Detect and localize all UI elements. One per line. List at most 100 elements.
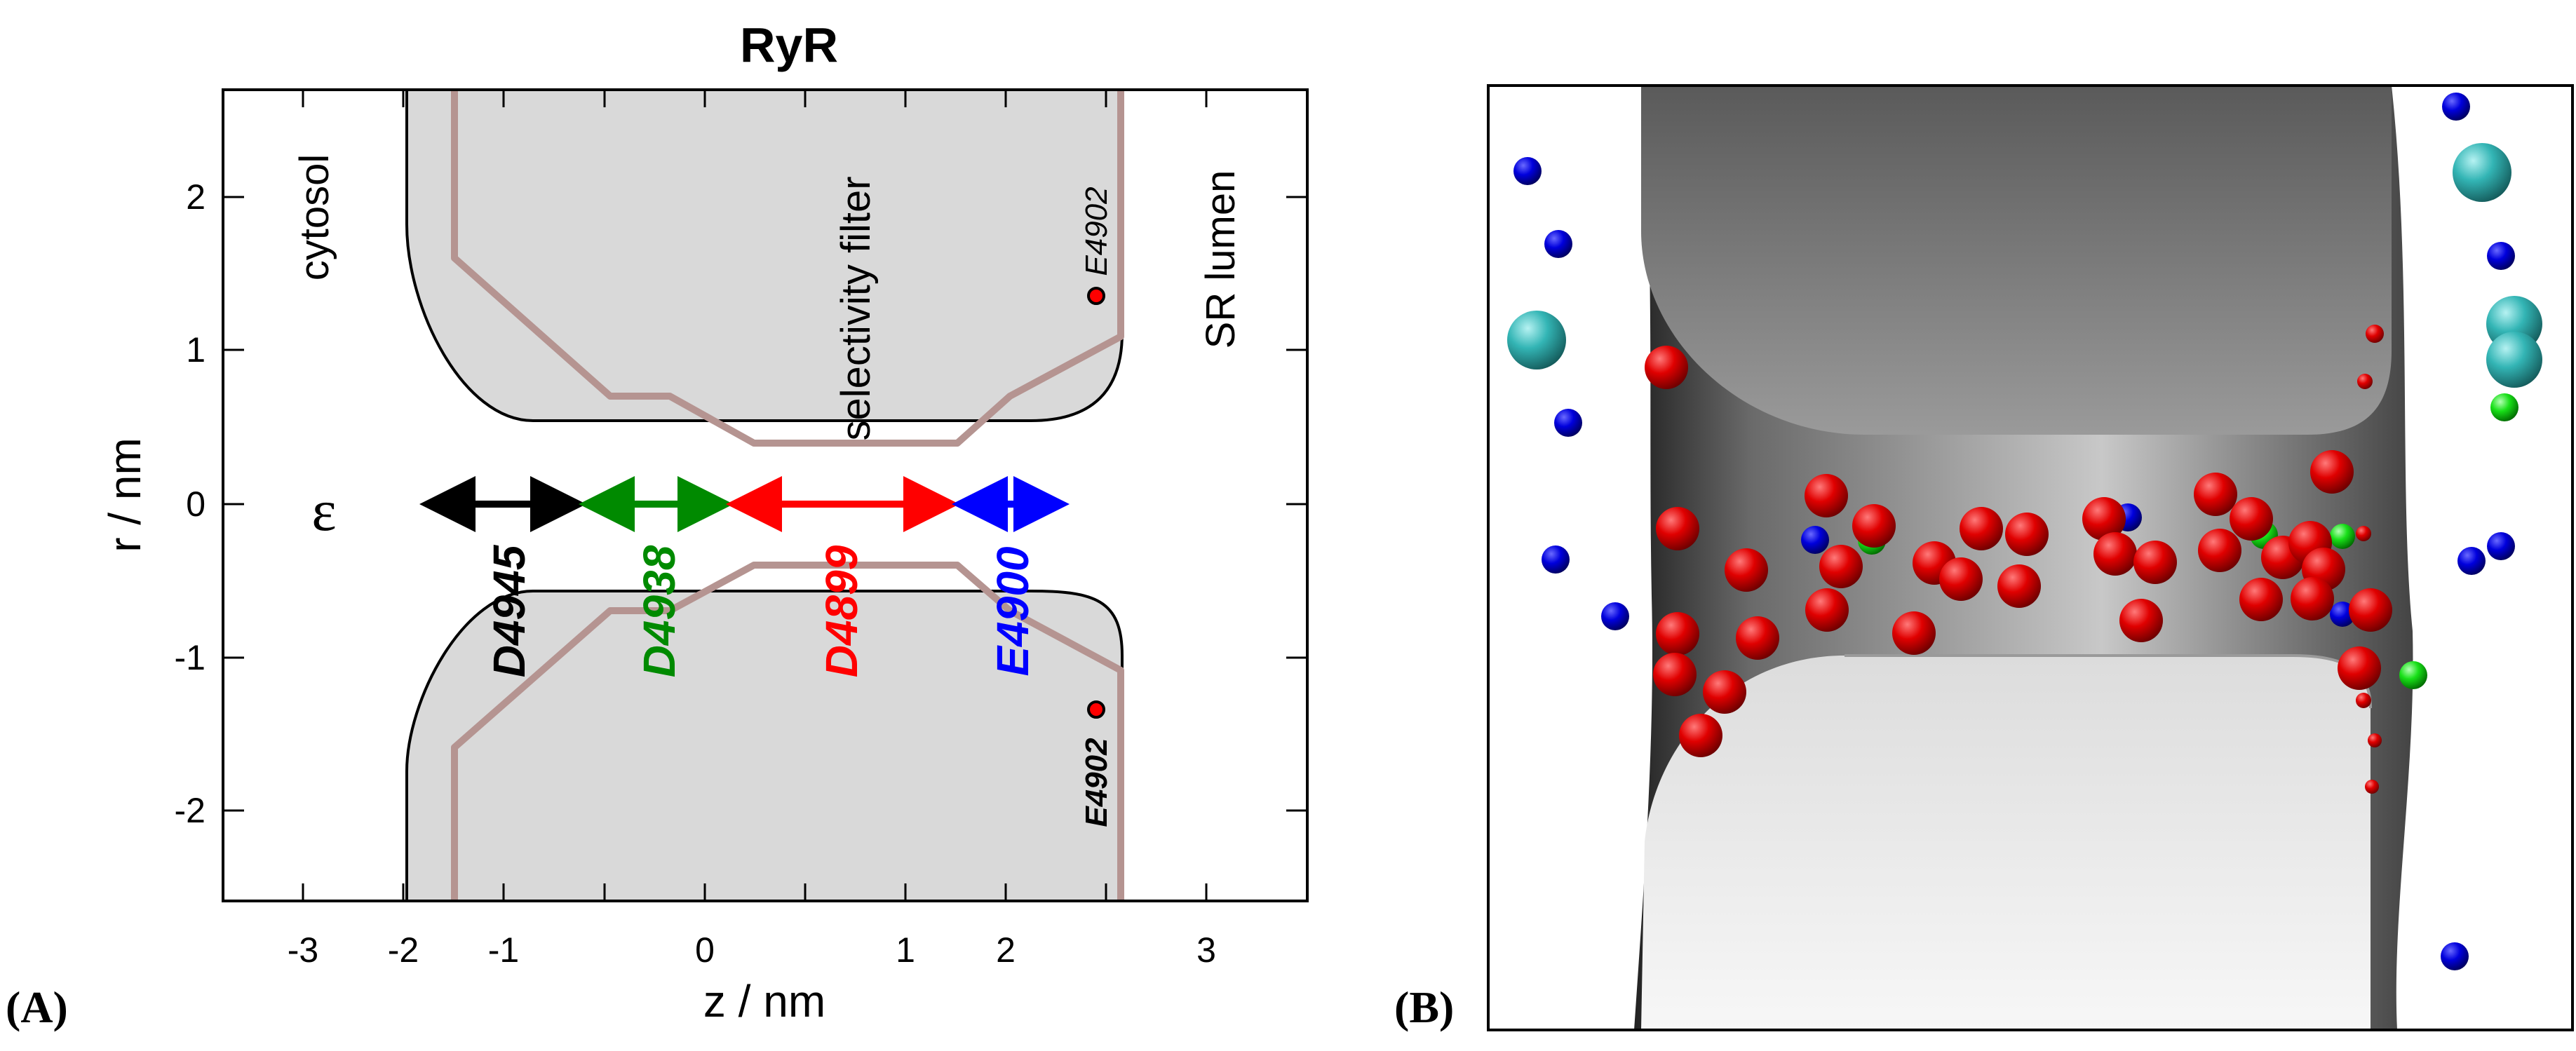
k-ion: [2330, 524, 2355, 549]
ca-ion: [1507, 311, 1566, 369]
cl-ion: [2441, 942, 2469, 970]
x-tick-label: 2: [996, 930, 1016, 970]
cl-ion: [2442, 93, 2470, 121]
y-tick-label: 0: [186, 484, 205, 524]
k-ion: [2490, 393, 2518, 421]
lower-protein-region: [405, 590, 1124, 901]
residue-label-d4899: D4899: [816, 545, 867, 677]
na-ion: [1679, 714, 1722, 757]
y-axis-label: r / nm: [100, 438, 150, 552]
cl-ion: [2487, 532, 2515, 560]
cl-ion: [1513, 157, 1542, 185]
na-ion: [2310, 450, 2354, 494]
na-ion: [1656, 612, 1699, 656]
upper-protein-surface: [1641, 86, 2392, 435]
panel-a-label: (A): [6, 982, 68, 1032]
x-tick-label: 3: [1196, 930, 1216, 970]
lower-protein-surface: [1641, 656, 2371, 1030]
x-ticks: [302, 90, 1208, 901]
panel-a: RyR: [6, 18, 1309, 1032]
na-ion: [2133, 541, 2177, 584]
na-ion: [2230, 497, 2273, 541]
e4902-bottom-label: E4902: [1079, 738, 1114, 827]
na-ion: [2194, 473, 2237, 516]
cl-ion: [2457, 547, 2486, 575]
na-ion: [2082, 497, 2126, 541]
residue-label-d4945: D4945: [484, 544, 534, 677]
lower-pore-model-outline: [451, 562, 1124, 901]
na-ion: [1736, 616, 1779, 660]
panel-a-title: RyR: [740, 18, 838, 72]
ca-ion: [2453, 143, 2511, 202]
na-ion: [1960, 507, 2003, 550]
x-tick-label: 0: [695, 930, 715, 970]
na-ion: [2005, 513, 2049, 556]
panel-b-label: (B): [1394, 982, 1454, 1032]
na-ion: [2366, 325, 2384, 343]
cl-ion: [1544, 230, 1572, 258]
na-ion: [1703, 670, 1746, 714]
x-axis-label: z / nm: [703, 976, 825, 1026]
na-ion: [2291, 577, 2334, 621]
md-snapshot: [1488, 86, 2572, 1030]
y-tick-label: -2: [175, 791, 205, 830]
na-ion: [1852, 504, 1896, 548]
x-tick-labels: -3 -2 -1 0 1 2 3: [288, 930, 1216, 970]
na-ion: [2338, 646, 2381, 690]
panel-b: (B): [1394, 84, 2574, 1032]
sr-lumen-label: SR lumen: [1198, 170, 1243, 349]
na-ion: [2357, 374, 2373, 389]
na-ion: [1892, 611, 1936, 655]
na-ion: [1656, 507, 1699, 550]
na-ion: [2119, 599, 2163, 642]
y-tick-label: -1: [175, 638, 205, 677]
na-ion: [2365, 780, 2379, 794]
selectivity-filter-label: selectivity filter: [833, 176, 879, 440]
residue-label-d4938: D4938: [634, 545, 685, 677]
na-ion: [2356, 693, 2371, 708]
na-ion: [1939, 557, 1983, 601]
panel-b-frame: [1487, 84, 2574, 1031]
y-tick-label: 1: [186, 330, 205, 369]
na-ion: [1725, 548, 1768, 592]
ion-spheres: [1507, 93, 2542, 970]
cl-ion: [1542, 545, 1570, 574]
y-ticks: [223, 196, 1307, 812]
x-tick-label: 1: [896, 930, 915, 970]
na-ion: [2349, 588, 2392, 632]
residue-label-e4900: E4900: [987, 546, 1038, 676]
na-ion: [1997, 564, 2041, 608]
na-ion: [2239, 578, 2283, 621]
na-ion: [2093, 532, 2137, 576]
na-ion: [1805, 588, 1849, 632]
cl-ion: [2330, 602, 2355, 627]
k-ion: [2399, 661, 2427, 689]
e4902-top-label: E4902: [1079, 187, 1114, 276]
ca-ion: [2486, 332, 2542, 388]
na-ion: [2198, 529, 2241, 572]
epsilon-symbol: ε: [311, 478, 336, 543]
x-tick-label: -1: [488, 930, 519, 970]
na-ion: [2356, 526, 2371, 541]
upper-pore-model-outline: [451, 90, 1124, 447]
upper-protein-region: [405, 90, 1124, 422]
x-tick-label: -2: [388, 930, 419, 970]
cl-ion: [2487, 242, 2515, 270]
na-ion: [2368, 733, 2382, 747]
cl-ion: [1601, 602, 1629, 630]
plot-frame: [222, 88, 1309, 902]
na-ion: [1645, 346, 1688, 389]
na-ion: [1805, 474, 1848, 517]
y-tick-label: 2: [186, 177, 205, 217]
cl-ion: [1801, 526, 1829, 554]
pore-geometry: [405, 90, 1124, 901]
cytosol-label: cytosol: [292, 154, 337, 281]
na-ion: [1653, 653, 1697, 696]
e4902-top-dot: [1087, 287, 1105, 305]
x-tick-label: -3: [288, 930, 318, 970]
na-ion: [1819, 545, 1863, 588]
cl-ion: [1554, 409, 1582, 437]
y-tick-labels: 2 1 0 -1 -2: [175, 177, 205, 830]
e4902-bottom-dot: [1087, 700, 1105, 719]
